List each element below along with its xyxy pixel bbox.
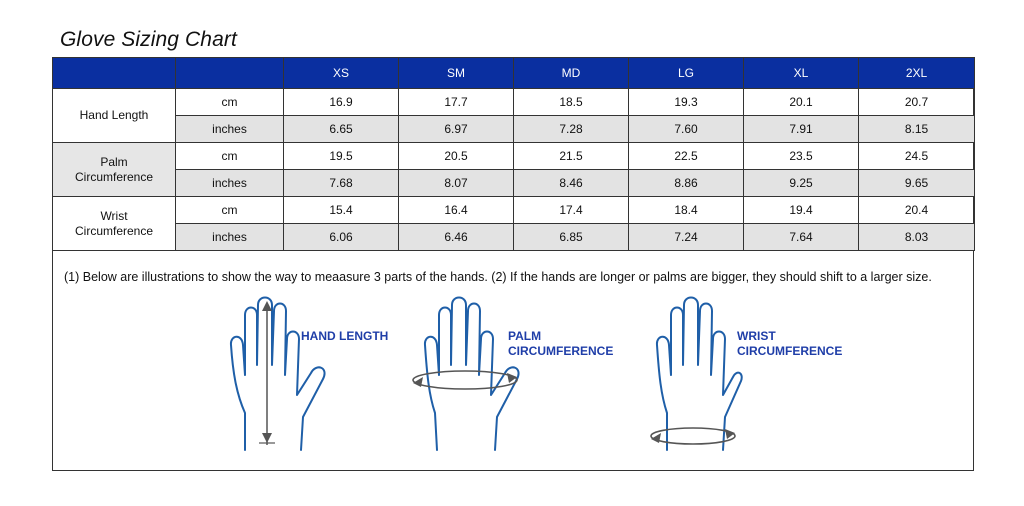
value-cell: 6.06	[283, 223, 399, 251]
table-row: inches 6.65 6.97 7.28 7.60 7.91 8.15	[53, 115, 975, 143]
unit-cell: cm	[175, 88, 284, 116]
value-cell: 8.46	[513, 169, 629, 197]
param-label: Hand Length	[79, 108, 149, 122]
value-cell: 16.4	[398, 196, 514, 224]
value-cell: 24.5	[858, 142, 975, 170]
label-line: WRIST	[737, 329, 776, 343]
value-cell: 21.5	[513, 142, 629, 170]
value-cell: 18.4	[628, 196, 744, 224]
label-line: HAND LENGTH	[301, 329, 389, 343]
wrist-circumference-label: WRIST CIRCUMFERENCE	[737, 329, 842, 359]
value-cell: 20.4	[858, 196, 975, 224]
value-cell: 7.28	[513, 115, 629, 143]
header-unit	[175, 57, 284, 89]
value-cell: 6.46	[398, 223, 514, 251]
table-row: Palm Circumference cm 19.5 20.5 21.5 22.…	[52, 142, 975, 197]
palm-circumference-label: PALM CIRCUMFERENCE	[508, 329, 613, 359]
value-cell: 9.65	[858, 169, 975, 197]
param-wrist-circumference: Wrist Circumference	[52, 196, 176, 251]
size-header: SM	[398, 57, 514, 89]
hand-length-label: HAND LENGTH	[301, 329, 388, 344]
unit-cell: inches	[175, 223, 284, 251]
value-cell: 22.5	[628, 142, 744, 170]
value-cell: 20.5	[398, 142, 514, 170]
param-label: Wrist Circumference	[74, 208, 154, 238]
palm-circumference-illustration	[412, 296, 520, 451]
unit-cell: inches	[175, 169, 284, 197]
page-title: Glove Sizing Chart	[60, 28, 237, 51]
measurement-note: (1) Below are illustrations to show the …	[64, 270, 932, 284]
value-cell: 6.97	[398, 115, 514, 143]
value-cell: 7.24	[628, 223, 744, 251]
value-cell: 8.86	[628, 169, 744, 197]
hand-length-illustration	[229, 296, 326, 451]
size-header: LG	[628, 57, 744, 89]
value-cell: 6.85	[513, 223, 629, 251]
label-line: CIRCUMFERENCE	[508, 344, 614, 358]
size-header: 2XL	[858, 57, 975, 89]
value-cell: 8.15	[858, 115, 975, 143]
header-empty	[52, 57, 176, 89]
value-cell: 8.07	[398, 169, 514, 197]
label-line: PALM	[508, 329, 542, 343]
value-cell: 20.7	[858, 88, 975, 116]
value-cell: 19.4	[743, 196, 859, 224]
wrist-circumference-illustration	[650, 296, 743, 451]
value-cell: 19.3	[628, 88, 744, 116]
size-header: XS	[283, 57, 399, 89]
unit-cell: inches	[175, 115, 284, 143]
value-cell: 19.5	[283, 142, 399, 170]
value-cell: 17.7	[398, 88, 514, 116]
value-cell: 16.9	[283, 88, 399, 116]
value-cell: 17.4	[513, 196, 629, 224]
param-palm-circumference: Palm Circumference	[52, 142, 176, 197]
param-hand-length: Hand Length	[52, 88, 176, 143]
value-cell: 7.68	[283, 169, 399, 197]
table-row: inches 7.68 8.07 8.46 8.86 9.25 9.65	[53, 169, 975, 197]
size-header: MD	[513, 57, 629, 89]
table-row: inches 6.06 6.46 6.85 7.24 7.64 8.03	[53, 223, 975, 251]
label-line: CIRCUMFERENCE	[737, 344, 843, 358]
value-cell: 23.5	[743, 142, 859, 170]
table-row: Hand Length cm 16.9 17.7 18.5 19.3 20.1 …	[52, 88, 975, 143]
value-cell: 7.91	[743, 115, 859, 143]
unit-cell: cm	[175, 142, 284, 170]
header-row: XS SM MD LG XL 2XL	[52, 57, 975, 89]
value-cell: 8.03	[858, 223, 975, 251]
value-cell: 15.4	[283, 196, 399, 224]
value-cell: 20.1	[743, 88, 859, 116]
unit-cell: cm	[175, 196, 284, 224]
value-cell: 7.60	[628, 115, 744, 143]
size-header: XL	[743, 57, 859, 89]
param-label: Palm Circumference	[74, 154, 154, 184]
table-row: Wrist Circumference cm 15.4 16.4 17.4 18…	[52, 196, 975, 251]
sizing-table: XS SM MD LG XL 2XL Hand Length cm 16.9 1…	[52, 57, 975, 251]
value-cell: 6.65	[283, 115, 399, 143]
value-cell: 18.5	[513, 88, 629, 116]
value-cell: 9.25	[743, 169, 859, 197]
value-cell: 7.64	[743, 223, 859, 251]
